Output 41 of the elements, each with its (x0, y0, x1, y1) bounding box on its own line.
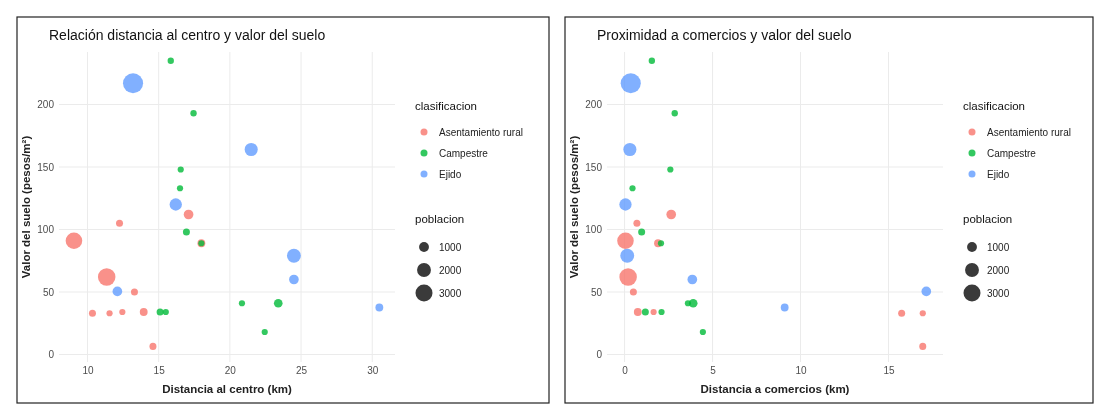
y-tick-label: 200 (585, 99, 603, 111)
legend-label: Asentamiento rural (987, 127, 1071, 138)
legend-label: 2000 (987, 265, 1010, 276)
legend-label: 2000 (439, 265, 462, 276)
x-tick-label: 0 (622, 365, 629, 377)
legend-label: 1000 (987, 242, 1010, 253)
y-tick-label: 150 (585, 161, 603, 173)
legend-label: Campestre (439, 148, 489, 159)
y-tick-label: 150 (37, 161, 55, 173)
legend-title: clasificacion (963, 100, 1025, 112)
chart-title: Proximidad a comercios y valor del suelo (597, 27, 852, 43)
x-tick-label: 10 (795, 365, 808, 377)
legend-label: Asentamiento rural (439, 127, 523, 138)
chart-title: Relación distancia al centro y valor del suelo (49, 27, 326, 43)
text: poblacion (963, 213, 1013, 225)
y-axis-title: Valor del suelo (pesos/m²) (568, 135, 580, 279)
y-tick-label: 100 (37, 224, 55, 236)
legend-label: Campestre (987, 148, 1037, 159)
x-tick-label: 30 (367, 365, 379, 377)
x-axis-title: Distancia a comercios (km) (700, 383, 850, 395)
x-axis-title: Distancia al centro (km) (162, 383, 293, 395)
legend-label: 3000 (987, 288, 1010, 299)
y-axis-title: Valor del suelo (pesos/m²) (20, 135, 32, 279)
legend-label: Ejido (439, 169, 462, 180)
y-tick-label: 50 (590, 286, 603, 298)
x-tick-label: 25 (295, 365, 308, 377)
legend-label: 3000 (439, 288, 462, 299)
y-tick-label: 200 (37, 99, 55, 111)
legend-label: Ejido (987, 169, 1010, 180)
legend-label: 1000 (439, 242, 462, 253)
y-tick-label: 0 (48, 349, 55, 361)
x-tick-label: 15 (153, 365, 166, 377)
y-tick-label: 0 (596, 349, 603, 361)
x-tick-label: 20 (224, 365, 237, 377)
x-tick-label: 5 (710, 365, 717, 377)
y-tick-label: 100 (585, 224, 603, 236)
y-tick-label: 50 (42, 286, 55, 298)
text: poblacion (415, 213, 465, 225)
x-tick-label: 15 (883, 365, 895, 377)
legend-title: clasificacion (415, 100, 477, 112)
x-tick-label: 10 (82, 365, 94, 377)
